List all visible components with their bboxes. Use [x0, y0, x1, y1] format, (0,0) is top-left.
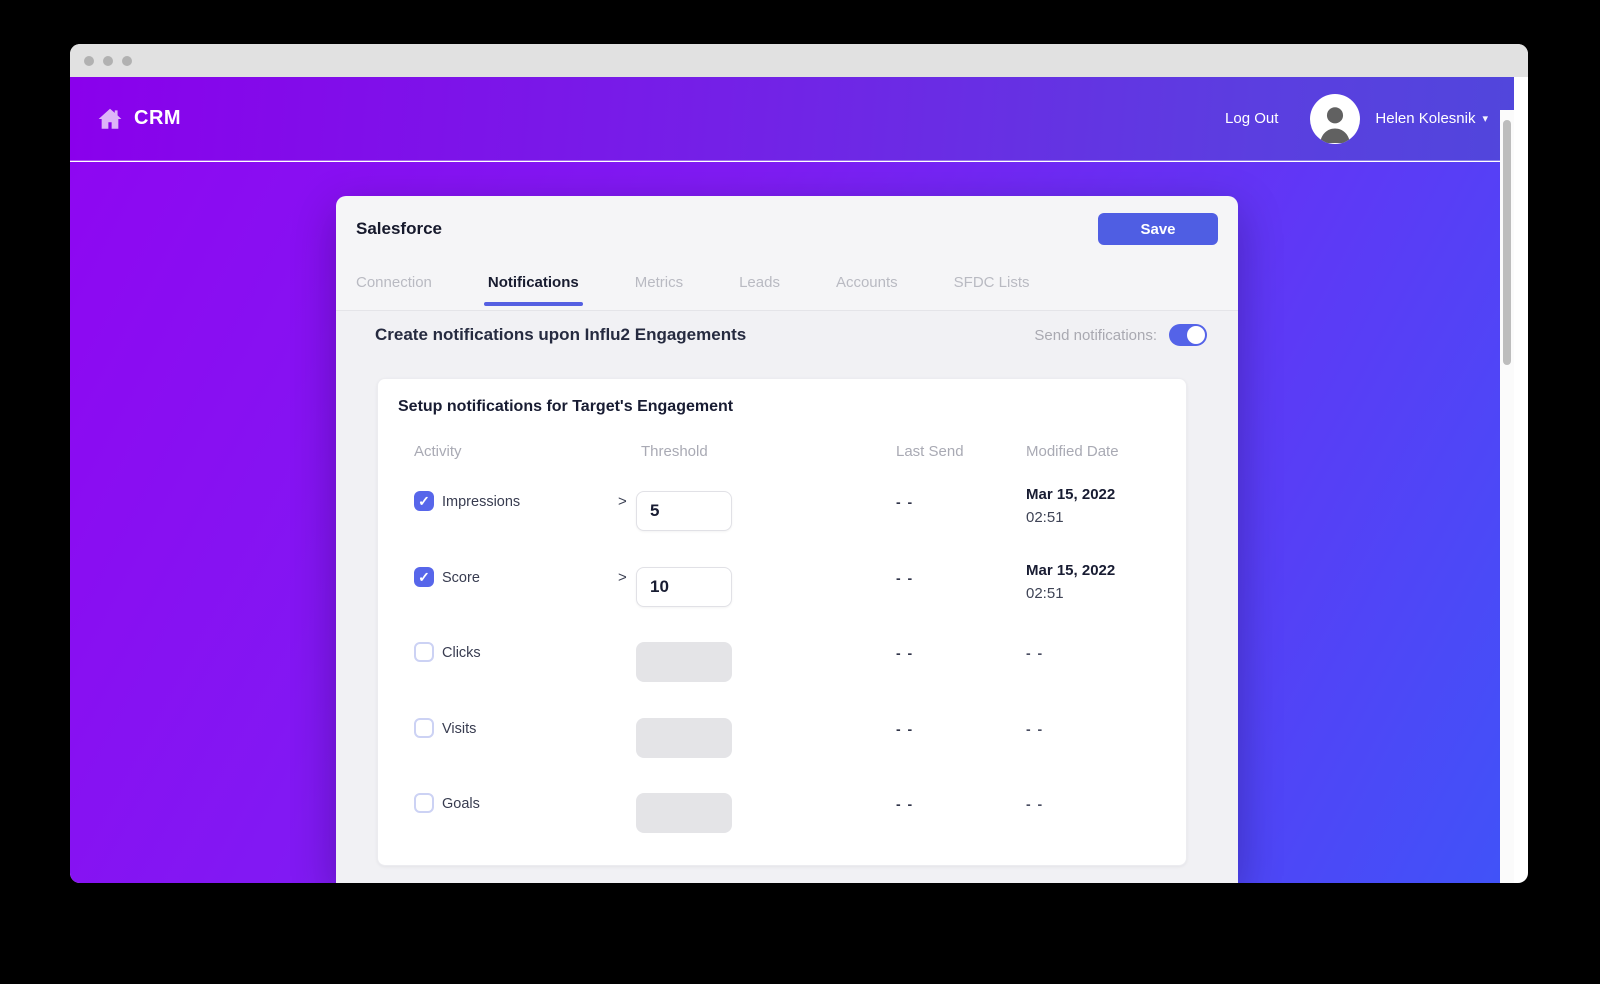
- notification-row-visits: Visits - - - -: [378, 708, 1186, 784]
- activity-label: Goals: [442, 796, 480, 812]
- app-header: CRM Log Out Helen Kolesnik ▾: [70, 77, 1514, 161]
- tab-sfdc-lists[interactable]: SFDC Lists: [953, 274, 1030, 291]
- threshold-disabled-placeholder: [636, 717, 732, 758]
- window-control-dot[interactable]: [84, 55, 94, 66]
- notifications-tab-content: Create notifications upon Influ2 Engagem…: [336, 311, 1238, 883]
- tab-leads[interactable]: Leads: [739, 274, 780, 291]
- person-silhouette-icon: [1320, 106, 1351, 143]
- tab-connection[interactable]: Connection: [356, 274, 432, 291]
- checkbox-unchecked-visits[interactable]: [414, 717, 434, 738]
- send-notifications-label: Send notifications:: [1034, 326, 1157, 344]
- activity-label: Visits: [442, 720, 477, 737]
- window-control-dot[interactable]: [103, 55, 113, 66]
- notification-row-impressions: ✓ Impressions > - - Mar 15, 2022 02:51: [378, 481, 1186, 557]
- send-notifications-control: Send notifications:: [1034, 324, 1207, 346]
- notification-row-clicks: Clicks - - - -: [378, 632, 1186, 708]
- brand[interactable]: CRM: [96, 106, 181, 132]
- last-send-value: - -: [896, 720, 914, 737]
- setup-card-title: Setup notifications for Target's Engagem…: [398, 398, 734, 415]
- notification-row-score: ✓ Score > - - Mar 15, 2022 02:51: [378, 557, 1186, 633]
- column-header-activity: Activity: [414, 443, 462, 460]
- checkbox-unchecked-clicks[interactable]: [414, 642, 434, 662]
- activity-label: Clicks: [442, 645, 481, 661]
- save-button[interactable]: Save: [1098, 213, 1218, 245]
- greater-than-symbol: >: [618, 568, 627, 586]
- home-icon: [96, 106, 124, 132]
- chevron-down-icon: ▾: [1482, 113, 1488, 125]
- modified-date-day: Mar 15, 2022: [1026, 486, 1116, 503]
- checkbox-checked-impressions[interactable]: ✓: [414, 491, 434, 511]
- tab-metrics[interactable]: Metrics: [634, 274, 684, 291]
- panel-title: Salesforce: [356, 219, 442, 238]
- modified-date-day: Mar 15, 2022: [1026, 561, 1116, 579]
- threshold-disabled-placeholder: [636, 793, 732, 833]
- modified-date-value: - -: [1026, 720, 1044, 737]
- threshold-input-score[interactable]: [636, 566, 732, 607]
- last-send-value: - -: [896, 796, 914, 812]
- salesforce-panel: Salesforce Save Connection Notifications M…: [336, 196, 1238, 883]
- window-titlebar: [70, 44, 1528, 77]
- last-send-value: - -: [896, 494, 914, 510]
- setup-notifications-card: Setup notifications for Target's Engagem…: [377, 378, 1187, 866]
- last-send-value: - -: [896, 645, 914, 661]
- user-menu[interactable]: Helen Kolesnik ▾: [1375, 110, 1488, 127]
- toggle-knob: [1187, 326, 1205, 344]
- page-viewport: CRM Log Out Helen Kolesnik ▾ Salesforce …: [70, 77, 1514, 883]
- modified-date-value: - -: [1026, 796, 1044, 812]
- notifications-header-row: Create notifications upon Influ2 Engagem…: [336, 311, 1238, 346]
- greater-than-symbol: >: [618, 493, 627, 510]
- threshold-input-impressions[interactable]: [636, 491, 732, 531]
- notifications-heading: Create notifications upon Influ2 Engagem…: [375, 325, 747, 344]
- scrollbar-thumb[interactable]: [1503, 120, 1511, 365]
- page-scrollbar[interactable]: [1500, 110, 1514, 883]
- checkbox-checked-score[interactable]: ✓: [414, 566, 434, 587]
- panel-header: Salesforce Save: [336, 196, 1238, 262]
- window-control-dot[interactable]: [122, 55, 132, 66]
- modified-date-value: Mar 15, 2022 02:51: [1026, 486, 1115, 526]
- tab-accounts[interactable]: Accounts: [835, 274, 898, 291]
- column-header-modified-date: Modified Date: [1026, 443, 1119, 460]
- tab-bar: Connection Notifications Metrics Leads Accou…: [336, 262, 1238, 311]
- activity-label: Score: [442, 569, 480, 586]
- tab-notifications[interactable]: Notifications: [483, 262, 583, 310]
- brand-label: CRM: [134, 107, 182, 129]
- threshold-disabled-placeholder: [636, 642, 732, 682]
- send-notifications-toggle[interactable]: [1169, 324, 1207, 346]
- column-header-last-send: Last Send: [896, 443, 964, 460]
- modified-date-time: 02:51: [1026, 584, 1064, 602]
- user-name: Helen Kolesnik: [1375, 110, 1476, 127]
- column-header-threshold: Threshold: [641, 443, 708, 460]
- table-column-headers: Activity Threshold Last Send Modified Da…: [378, 443, 1186, 463]
- modified-date-value: Mar 15, 2022 02:51: [1026, 562, 1115, 602]
- checkbox-unchecked-goals[interactable]: [414, 793, 434, 813]
- notification-rows: ✓ Impressions > - - Mar 15, 2022 02:51 ✓ Score >…: [378, 481, 1186, 859]
- logout-link[interactable]: Log Out: [1225, 110, 1279, 127]
- main-background: Salesforce Save Connection Notifications M…: [70, 162, 1514, 883]
- modified-date-value: - -: [1026, 645, 1044, 661]
- modified-date-time: 02:51: [1026, 509, 1064, 526]
- activity-label: Impressions: [442, 494, 521, 510]
- notification-row-goals: Goals - - - -: [378, 783, 1186, 859]
- last-send-value: - -: [896, 569, 914, 586]
- browser-window: CRM Log Out Helen Kolesnik ▾ Salesforce …: [70, 44, 1528, 883]
- avatar[interactable]: [1310, 93, 1361, 144]
